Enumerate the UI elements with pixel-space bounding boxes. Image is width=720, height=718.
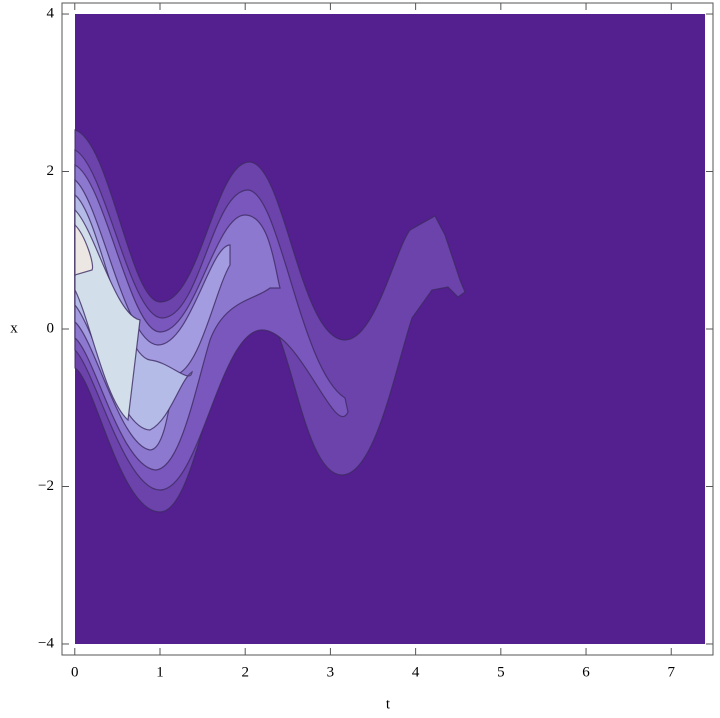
y-tick-label: 4 bbox=[47, 5, 55, 21]
x-tick-label: 7 bbox=[667, 664, 675, 680]
x-tick-label: 0 bbox=[71, 664, 79, 680]
x-tick-label: 1 bbox=[156, 664, 164, 680]
y-tick-label: 2 bbox=[47, 163, 55, 179]
plot-area bbox=[74, 14, 705, 644]
x-tick-label: 2 bbox=[241, 664, 249, 680]
y-tick-label: −4 bbox=[38, 635, 54, 651]
x-tick-label: 3 bbox=[327, 664, 335, 680]
x-tick-label: 4 bbox=[412, 664, 420, 680]
y-tick-label: 0 bbox=[47, 320, 55, 336]
y-tick-label: −2 bbox=[38, 478, 54, 494]
x-tick-label: 5 bbox=[497, 664, 505, 680]
y-axis-label: x bbox=[10, 320, 18, 336]
x-axis-label: t bbox=[386, 696, 391, 712]
contour-level bbox=[74, 223, 94, 276]
x-tick-label: 6 bbox=[582, 664, 590, 680]
